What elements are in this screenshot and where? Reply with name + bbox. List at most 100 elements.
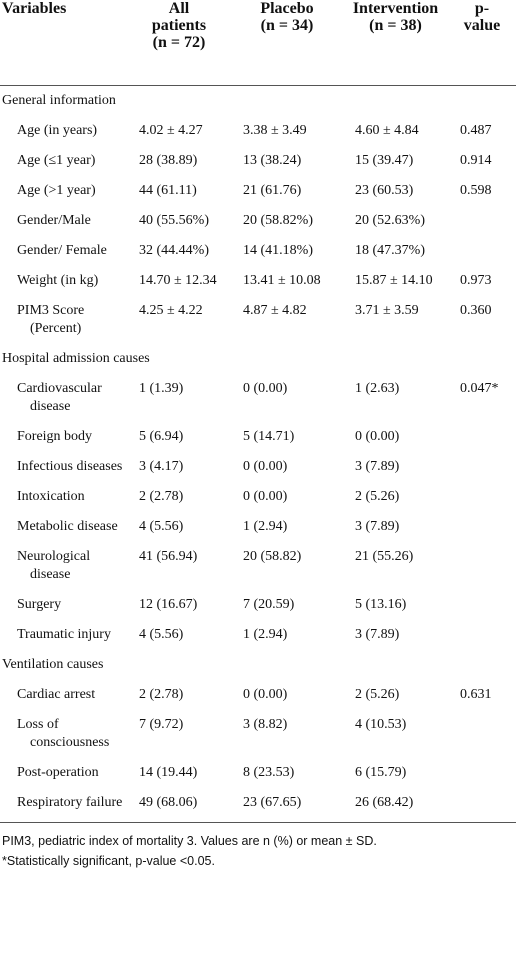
cell: 0.631 (460, 687, 492, 702)
header-text: Intervention (352, 0, 439, 17)
cell: 41 (56.94) (139, 549, 198, 564)
cell: 40 (55.56%) (139, 213, 209, 228)
cell: 4.60 ± 4.84 (355, 123, 419, 138)
cell: 0.914 (460, 153, 492, 168)
cell: 14 (19.44) (139, 765, 198, 780)
header-text: All (168, 0, 190, 17)
data-row: Age (>1 year) 44 (61.11) 21 (61.76) 23 (60.… (0, 176, 516, 206)
data-row: Gender/ Female 32 (44.44%) 14 (41.18%) 18 (… (0, 236, 516, 266)
cell: 14 (41.18%) (243, 243, 313, 258)
footnote: PIM3, pediatric index of mortality 3. Va… (2, 834, 377, 848)
cell: 14.70 ± 12.34 (139, 273, 217, 288)
data-row: PIM3 Score (Percent) 4.25 ± 4.22 4.87 ± 4.… (0, 296, 516, 344)
cell (448, 590, 516, 620)
data-row: Cardiovascular disease 1 (1.39) 0 (0.00) 1 … (0, 374, 516, 422)
cell: 21 (55.26) (355, 549, 414, 564)
cell: 0 (0.00) (243, 687, 288, 702)
cell: 13.41 ± 10.08 (243, 273, 321, 288)
cell (448, 620, 516, 650)
cell: 0.598 (460, 183, 492, 198)
cell: 23 (60.53) (355, 183, 414, 198)
cell: 0.360 (460, 303, 492, 318)
cell: 3.71 ± 3.59 (355, 303, 419, 318)
row-label: Infectious diseases (17, 459, 123, 474)
row-label: Age (in years) (17, 123, 98, 138)
header-text: p- (474, 0, 490, 17)
cell: 0 (0.00) (243, 489, 288, 504)
cell (448, 758, 516, 788)
cell: 4 (5.56) (139, 519, 184, 534)
cell: 20 (58.82) (243, 549, 302, 564)
row-label: Cardiac arrest (17, 687, 96, 702)
data-row: Respiratory failure 49 (68.06) 23 (67.65) 2… (0, 788, 516, 823)
data-row: Age (in years) 4.02 ± 4.27 3.38 ± 3.49 4.60… (0, 116, 516, 146)
cell (448, 422, 516, 452)
cell: 2 (5.26) (355, 489, 400, 504)
column-header: p-value (448, 0, 516, 86)
cell: 3 (4.17) (139, 459, 184, 474)
row-label: Intoxication (17, 489, 85, 504)
cell: 1 (1.39) (139, 381, 184, 396)
section-row: Hospital admission causes (0, 344, 516, 374)
row-label: Surgery (17, 597, 62, 612)
cell: 4.25 ± 4.22 (139, 303, 203, 318)
cell: 26 (68.42) (343, 788, 448, 823)
cell: 1 (2.94) (243, 627, 288, 642)
row-label: Foreign body (17, 429, 93, 444)
cell: 4.02 ± 4.27 (139, 123, 203, 138)
cell: 1 (2.63) (355, 381, 400, 396)
data-row: Surgery 12 (16.67) 7 (20.59) 5 (13.16) (0, 590, 516, 620)
cell: 12 (16.67) (139, 597, 198, 612)
column-header: Variables (0, 0, 127, 86)
data-row: Infectious diseases 3 (4.17) 0 (0.00) 3 (7.… (0, 452, 516, 482)
row-label: Gender/Male (17, 213, 91, 228)
header-text: (n = 34) (260, 17, 314, 34)
cell: 4 (5.56) (139, 627, 184, 642)
footnote: *Statistically significant, p-value <0.0… (2, 854, 215, 868)
column-header: All patients (n = 72) (127, 0, 231, 86)
row-label: Traumatic injury (17, 627, 111, 642)
cell: 7 (20.59) (243, 597, 295, 612)
section-title: Hospital admission causes (2, 351, 150, 366)
cell: 2 (2.78) (139, 687, 184, 702)
data-row: Gender/Male 40 (55.56%) 20 (58.82%) 20 (52.… (0, 206, 516, 236)
header-text: Placebo (260, 0, 314, 17)
cell (448, 452, 516, 482)
cell (448, 710, 516, 758)
cell: 4 (10.53) (355, 717, 407, 732)
row-label: Neurological disease (17, 549, 91, 582)
data-row: Traumatic injury 4 (5.56) 1 (2.94) 3 (7.89) (0, 620, 516, 650)
row-label: Age (≤1 year) (17, 153, 96, 168)
row-label: Respiratory failure (0, 788, 127, 823)
cell: 18 (47.37%) (355, 243, 425, 258)
cell: 5 (13.16) (355, 597, 407, 612)
data-row: Age (≤1 year) 28 (38.89) 13 (38.24) 15 (39.… (0, 146, 516, 176)
data-row: Cardiac arrest 2 (2.78) 0 (0.00) 2 (5.26) 0.… (0, 680, 516, 710)
section-row: Ventilation causes (0, 650, 516, 680)
data-row: Intoxication 2 (2.78) 0 (0.00) 2 (5.26) (0, 482, 516, 512)
cell: 49 (68.06) (127, 788, 231, 823)
data-row: Neurological disease 41 (56.94) 20 (58.82)… (0, 542, 516, 590)
section-title: Ventilation causes (2, 657, 104, 672)
cell: 3 (7.89) (355, 627, 400, 642)
header-text: (n = 72) (152, 34, 206, 51)
data-row: Post-operation 14 (19.44) 8 (23.53) 6 (15.7… (0, 758, 516, 788)
cell: 0.047* (460, 381, 499, 396)
cell: 32 (44.44%) (139, 243, 209, 258)
cell: 23 (67.65) (231, 788, 343, 823)
header-text: value (463, 17, 501, 34)
cell: 13 (38.24) (243, 153, 302, 168)
cell (448, 206, 516, 236)
cell: 6 (15.79) (355, 765, 407, 780)
cell: 15.87 ± 14.10 (355, 273, 433, 288)
cell: 2 (2.78) (139, 489, 184, 504)
row-label: Weight (in kg) (17, 273, 99, 288)
column-header: Intervention (n = 38) (343, 0, 448, 86)
header-text: (n = 38) (369, 17, 422, 34)
cell: 0 (0.00) (243, 381, 288, 396)
cell: 4.87 ± 4.82 (243, 303, 307, 318)
row-label: Loss of consciousness (17, 717, 110, 750)
cell: 20 (52.63%) (355, 213, 425, 228)
cell: 3 (8.82) (243, 717, 288, 732)
